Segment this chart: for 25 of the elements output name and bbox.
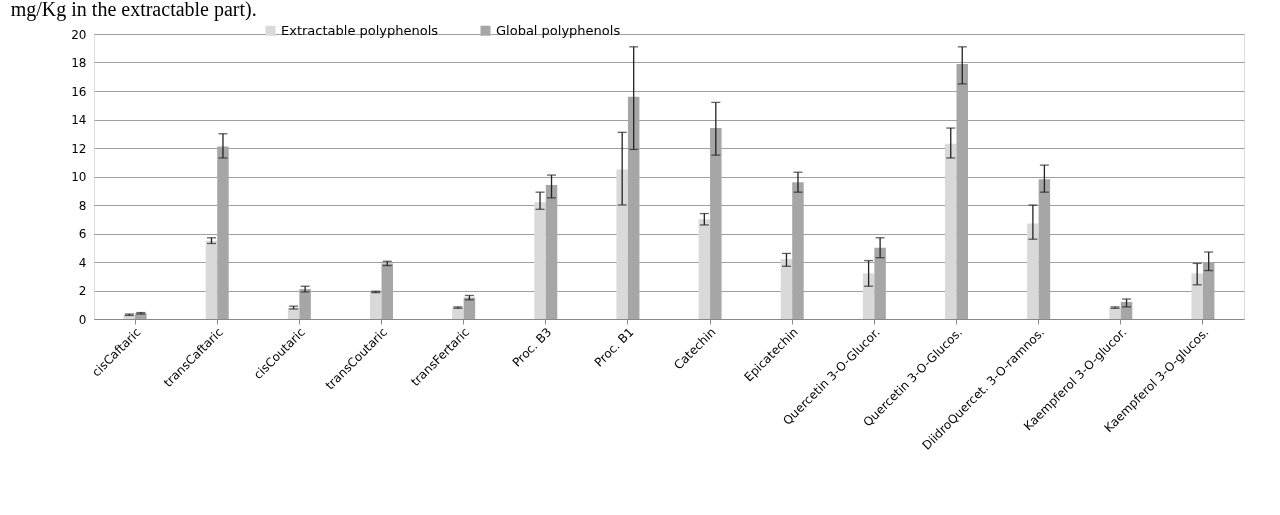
bar — [1109, 307, 1121, 319]
y-tick-label: 4 — [78, 255, 87, 270]
y-tick-label: 20 — [71, 27, 87, 42]
bar — [862, 273, 875, 319]
text: mg/Kg in the extractable part). — [10, 0, 257, 21]
y-tick-label: 18 — [71, 56, 87, 70]
bar — [1191, 273, 1203, 319]
bar — [698, 219, 711, 319]
legend-label: Extractable polyphenols — [281, 22, 439, 38]
bar — [780, 259, 793, 319]
y-tick-label: 10 — [71, 170, 87, 184]
y-tick-label: 14 — [71, 113, 87, 127]
bar — [370, 291, 382, 319]
legend-label: Global polyphenols — [496, 22, 621, 38]
bar — [616, 169, 628, 319]
bar — [534, 202, 546, 319]
bar — [1027, 223, 1039, 319]
bar — [945, 143, 957, 319]
y-tick-label: 8 — [78, 198, 87, 213]
bar — [452, 307, 464, 319]
y-tick-label: 6 — [78, 227, 87, 241]
y-tick-label: 16 — [71, 84, 87, 99]
y-tick-label: 12 — [71, 141, 87, 156]
y-tick-label: 0 — [78, 312, 87, 327]
y-tick-label: 2 — [78, 284, 87, 298]
